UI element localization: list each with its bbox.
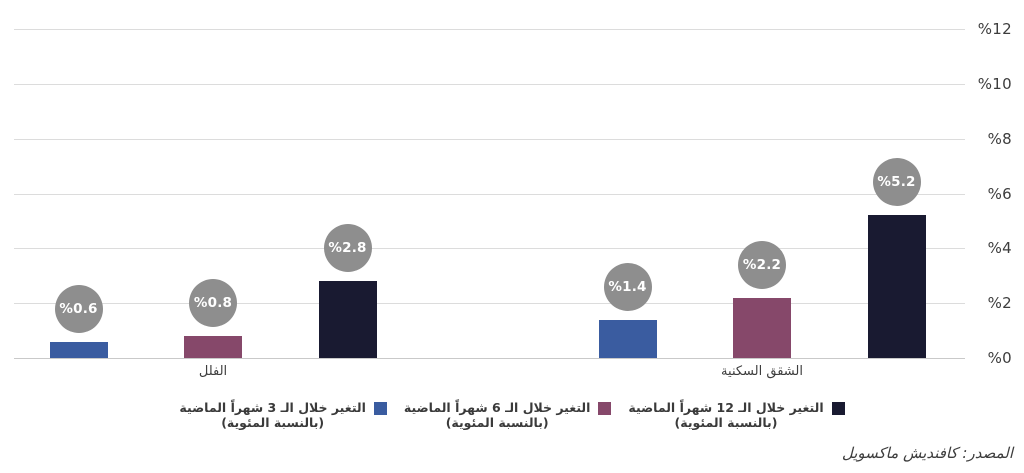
- legend-item: التغير خلال الـ 6 شهراً الماضية (بالنسبة …: [404, 400, 612, 430]
- y-axis-tick-label: %4: [987, 239, 1012, 258]
- data-label-value: %5.2: [877, 174, 916, 191]
- gridline: [14, 303, 965, 305]
- data-label-circle: %5.2: [872, 158, 921, 207]
- gridline: [14, 358, 965, 359]
- y-axis-tick-label: %8: [987, 129, 1012, 148]
- data-label-value: %0.8: [193, 295, 233, 312]
- bar-apartments-series-2: [867, 215, 926, 358]
- y-axis-tick-label: %2: [987, 294, 1012, 313]
- bar-apartments-series-0: [598, 319, 657, 358]
- gridline: [14, 193, 965, 195]
- y-axis-tick-label: %0: [987, 349, 1012, 367]
- gridline: [14, 83, 965, 85]
- legend-item: التغير خلال الـ 3 شهراً الماضية (بالنسبة …: [179, 400, 387, 430]
- legend-item: التغير خلال الـ 12 شهراً الماضية (بالنسبة…: [628, 400, 845, 430]
- legend-swatch-icon: [373, 402, 387, 415]
- y-axis-tick-label: %6: [987, 184, 1012, 203]
- legend: التغير خلال الـ 12 شهراً الماضية (بالنسبة…: [0, 400, 1024, 430]
- data-label-circle: %1.4: [603, 262, 652, 311]
- gridline: [14, 248, 965, 250]
- data-label-value: %1.4: [608, 278, 647, 295]
- legend-swatch-icon: [598, 402, 612, 415]
- bar-villas-series-0: [49, 341, 108, 358]
- legend-label: التغير خلال الـ 12 شهراً الماضية (بالنسبة…: [628, 400, 824, 430]
- category-label: الفلل: [198, 364, 228, 379]
- gridline: [14, 29, 965, 30]
- gridline: [14, 138, 965, 140]
- data-label-circle: %0.8: [189, 279, 237, 328]
- data-label-value: %0.6: [59, 300, 98, 317]
- data-label-circle: %2.8: [323, 224, 372, 273]
- source-note: المصدر: كافنديش ماكسويل: [841, 444, 1013, 462]
- bar-villas-series-1: [184, 336, 242, 358]
- bar-villas-series-2: [318, 281, 377, 358]
- data-label-circle: %0.6: [54, 284, 103, 333]
- legend-label: التغير خلال الـ 6 شهراً الماضية (بالنسبة …: [403, 400, 591, 430]
- category-label: الشقق السكنية: [721, 364, 803, 379]
- data-label-circle: %2.2: [738, 240, 786, 289]
- bar-apartments-series-1: [733, 297, 791, 358]
- y-axis-tick-label: %10: [977, 74, 1012, 93]
- legend-label: التغير خلال الـ 3 شهراً الماضية (بالنسبة …: [179, 400, 366, 430]
- data-label-value: %2.2: [742, 256, 782, 273]
- y-axis-tick-label: %12: [977, 20, 1012, 38]
- data-label-value: %2.8: [328, 240, 367, 257]
- legend-swatch-icon: [831, 402, 845, 415]
